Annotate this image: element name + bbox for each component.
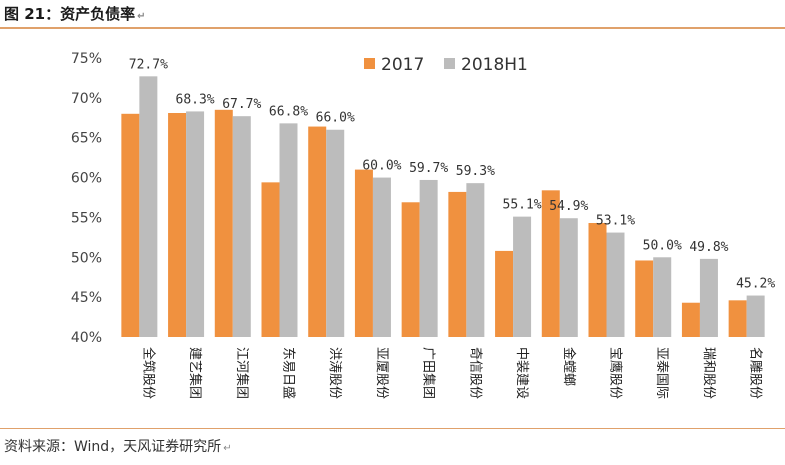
bar-chart: 40% 45% 50% 55% 60% 65% 70% 75% 72.7% 68.3% 67.7%…: [71, 51, 776, 399]
y-tick-label: 40%: [71, 330, 102, 346]
bar-2017-11: [588, 223, 607, 337]
data-label: 66.0%: [316, 111, 355, 126]
category-label: 广田集团: [421, 347, 437, 399]
category-label: 全筑股份: [140, 347, 156, 399]
y-tick-label: 60%: [71, 171, 102, 187]
data-label: 55.1%: [503, 198, 542, 213]
bar-2018H1-13: [699, 258, 718, 337]
data-label: 67.7%: [222, 97, 261, 112]
bar-2018H1-7: [419, 179, 438, 337]
category-label: 金螳螂: [561, 347, 577, 386]
bar-2018H1-11: [606, 232, 625, 337]
category-label: 名雕股份: [748, 347, 764, 399]
bar-2018H1-5: [326, 129, 345, 337]
paragraph-mark: ↵: [137, 11, 146, 22]
legend-swatch-2017: [364, 58, 375, 69]
y-axis: 40% 45% 50% 55% 60% 65% 70% 75%: [71, 51, 102, 346]
category-label: 东易日盛: [281, 347, 296, 399]
y-tick-label: 65%: [71, 131, 102, 147]
bar-2017-10: [541, 190, 560, 337]
top-rule: [0, 27, 785, 29]
y-tick-label: 55%: [71, 210, 102, 226]
y-tick-label: 50%: [71, 250, 102, 266]
data-label: 72.7%: [129, 57, 168, 72]
bar-2018H1-9: [513, 216, 532, 337]
source-note: 资料来源：Wind，天风证券研究所 ↵: [4, 439, 232, 455]
category-labels: 全筑股份 建艺集团 江河集团 东易日盛 洪涛股份 亚厦股份 广田集团 奇信股份 中装建设 金螳螂 宝…: [140, 347, 763, 399]
bar-2017-3: [214, 109, 233, 337]
bar-2018H1-3: [232, 116, 251, 337]
bar-2018H1-10: [559, 218, 578, 337]
y-tick-label: 70%: [71, 91, 102, 107]
data-label: 54.9%: [549, 199, 588, 214]
data-label: 49.8%: [689, 240, 728, 255]
category-label: 亚泰国际: [654, 347, 669, 399]
category-label: 建艺集团: [187, 347, 203, 399]
category-label: 奇信股份: [467, 347, 483, 399]
bar-2017-6: [354, 169, 373, 337]
category-label: 江河集团: [234, 347, 250, 399]
bar-2017-4: [261, 182, 280, 337]
bar-2017-7: [401, 202, 420, 337]
legend-swatch-2018H1: [444, 58, 455, 69]
bar-2018H1-1: [139, 76, 158, 337]
bar-2017-14: [728, 300, 747, 337]
bar-2018H1-12: [653, 257, 672, 337]
data-label: 59.3%: [456, 164, 495, 179]
legend-label-2017: 2017: [381, 55, 424, 75]
data-labels: 72.7% 68.3% 67.7% 66.8% 66.0% 60.0% 59.7% 59.3%…: [129, 57, 776, 291]
bar-2017-1: [121, 113, 140, 337]
bar-2018H1-14: [746, 295, 765, 337]
data-label: 45.2%: [736, 277, 775, 292]
category-label: 中装建设: [514, 347, 529, 399]
paragraph-mark: ↵: [223, 443, 232, 454]
y-tick-label: 75%: [71, 51, 102, 67]
bar-2017-12: [635, 260, 654, 337]
data-label: 68.3%: [176, 92, 215, 107]
bar-2018H1-6: [372, 177, 391, 337]
bottom-rule: [0, 428, 785, 429]
data-label: 59.7%: [409, 161, 448, 176]
figure-caption: 图 21：资产负债率 ↵: [4, 5, 146, 23]
data-label: 60.0%: [362, 159, 401, 174]
data-label: 53.1%: [596, 214, 635, 229]
category-label: 亚厦股份: [374, 347, 389, 399]
category-label: 宝鹰股份: [608, 347, 624, 399]
data-label: 66.8%: [269, 104, 308, 119]
legend-label-2018H1: 2018H1: [461, 55, 528, 75]
bars: [121, 76, 765, 337]
legend: 2017 2018H1: [364, 55, 528, 75]
bar-2017-13: [681, 302, 700, 337]
category-label: 洪涛股份: [327, 347, 343, 399]
bar-2017-5: [308, 126, 327, 337]
bar-2018H1-2: [186, 111, 205, 337]
y-tick-label: 45%: [71, 290, 102, 306]
category-label: 瑞和股份: [701, 347, 716, 399]
data-label: 50.0%: [643, 238, 682, 253]
bar-2018H1-8: [466, 183, 485, 337]
bar-2017-2: [168, 113, 187, 337]
bar-2017-9: [495, 250, 514, 337]
bar-2018H1-4: [279, 123, 298, 337]
bar-2017-8: [448, 191, 467, 337]
